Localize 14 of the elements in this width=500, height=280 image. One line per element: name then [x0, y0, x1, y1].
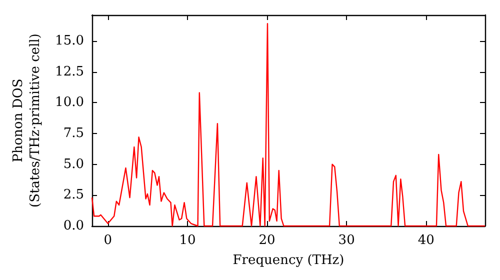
x-tick-label: 30	[338, 233, 355, 248]
y-tick-label: 12.5	[55, 64, 84, 80]
y-tick-label: 7.5	[63, 126, 84, 141]
y-tick-label: 5.0	[63, 156, 84, 172]
x-tick-label: 20	[258, 233, 276, 248]
y-tick-label: 15.0	[55, 33, 84, 48]
x-tick-label: 0	[104, 233, 112, 248]
x-tick-label: 40	[418, 233, 434, 248]
x-tick-label: 10	[179, 233, 196, 248]
y-tick-label: 0.0	[63, 218, 84, 234]
y-tick-label: 10.0	[55, 95, 84, 110]
y-tick-label: 2.5	[63, 188, 84, 203]
y-axis-title: Phonon DOS (States/THz·primitive cell)	[11, 33, 44, 208]
x-axis-title: Frequency (THz)	[232, 253, 344, 268]
